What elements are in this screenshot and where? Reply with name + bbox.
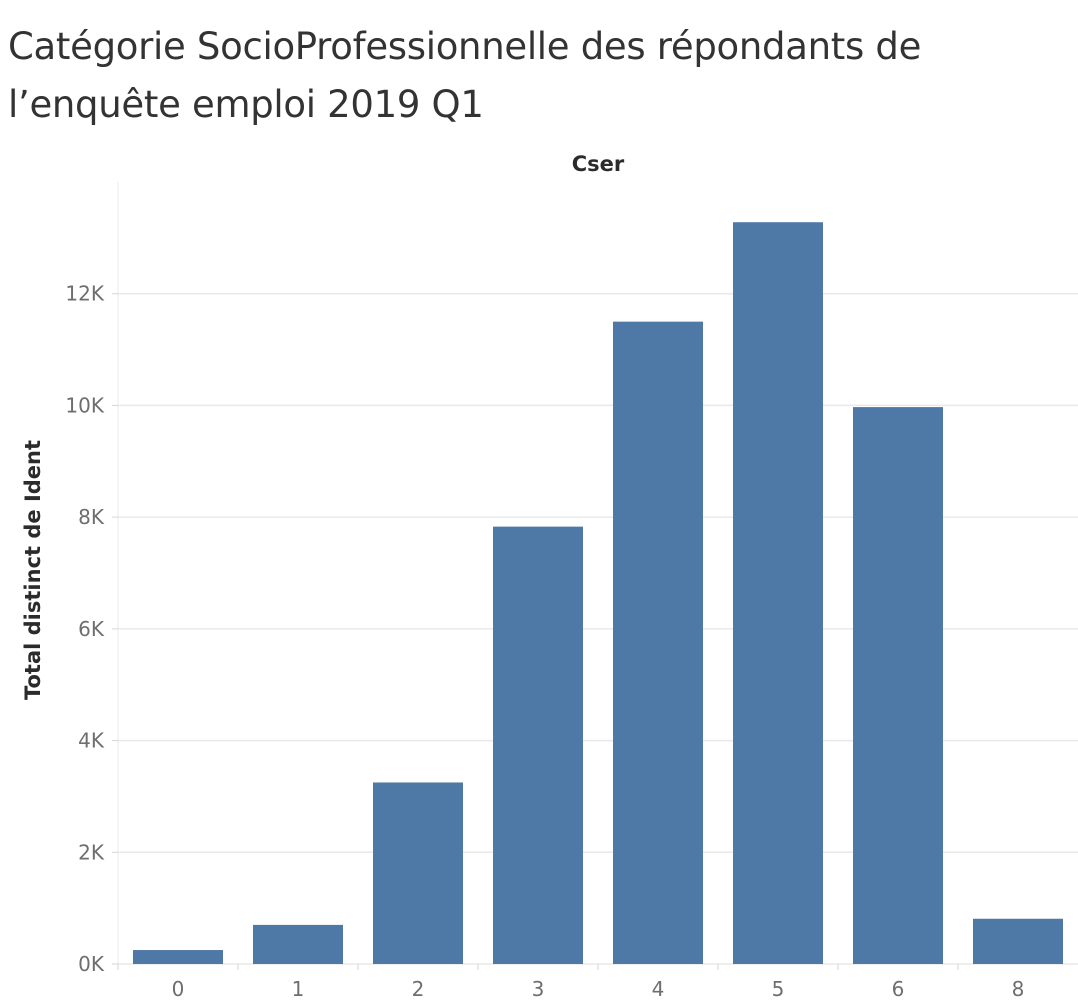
- bar-5[interactable]: [733, 222, 823, 964]
- chart-title: Catégorie SocioProfessionnelle des répon…: [8, 25, 922, 126]
- y-tick-label: 4K: [78, 729, 105, 753]
- bar-2[interactable]: [373, 782, 463, 964]
- x-column-header: Cser: [572, 152, 625, 176]
- bar-3[interactable]: [493, 526, 583, 964]
- y-tick-label: 8K: [78, 505, 105, 529]
- x-tick-label: 1: [292, 977, 305, 1001]
- y-axis-ticks: 0K 2K 4K 6K 8K 10K 12K: [65, 282, 118, 976]
- y-tick-label: 0K: [78, 952, 105, 976]
- y-tick-label: 2K: [78, 840, 105, 864]
- x-tick-label: 0: [172, 977, 185, 1001]
- y-tick-label: 6K: [78, 617, 105, 641]
- y-tick-label: 12K: [65, 282, 104, 306]
- x-tick-label: 4: [652, 977, 665, 1001]
- bar-4[interactable]: [613, 321, 703, 965]
- bar-1[interactable]: [253, 924, 343, 964]
- x-tick-label: 6: [892, 977, 905, 1001]
- x-tick-label: 2: [412, 977, 425, 1001]
- bar-0[interactable]: [133, 950, 223, 964]
- x-axis-ticks: 0 1 2 3 4 5 6 8: [117, 964, 1025, 1001]
- y-axis-title: Total distinct de Ident: [21, 440, 45, 700]
- bar-6[interactable]: [853, 407, 943, 965]
- y-tick-label: 10K: [65, 393, 104, 417]
- bar-8[interactable]: [973, 918, 1063, 964]
- x-tick-label: 5: [772, 977, 785, 1001]
- bars: [133, 222, 1063, 965]
- x-tick-label: 3: [532, 977, 545, 1001]
- x-tick-label: 8: [1012, 977, 1025, 1001]
